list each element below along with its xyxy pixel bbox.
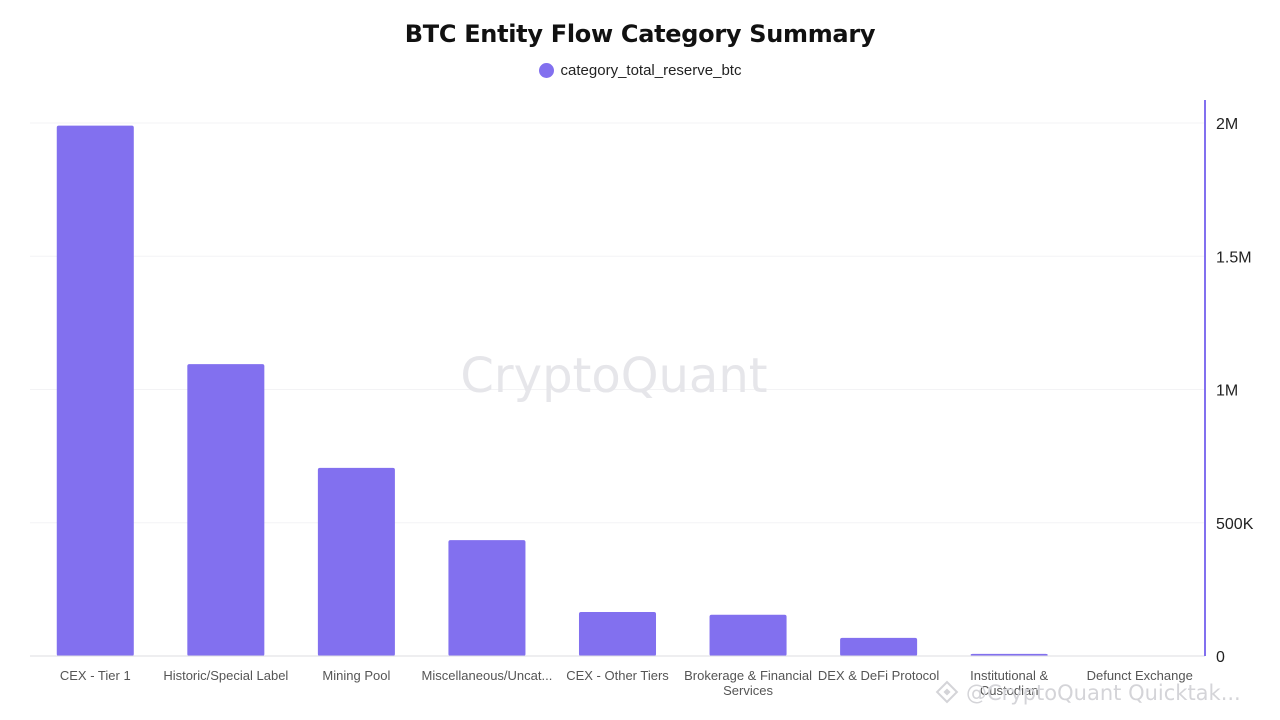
x-category-label: CEX - Other Tiers <box>566 668 669 683</box>
cryptoquant-diamond-icon <box>935 680 959 704</box>
bars <box>56 125 1048 657</box>
y-tick-label: 1.5M <box>1216 249 1252 266</box>
x-category-label: Institutional & Custodian <box>970 668 1048 698</box>
bar-1 <box>187 364 265 656</box>
bar-5 <box>709 614 787 656</box>
legend-marker <box>538 63 554 78</box>
y-tick-label: 0 <box>1216 649 1225 666</box>
x-category-label: Brokerage & Financial Services <box>684 668 812 698</box>
y-tick-label: 500K <box>1216 516 1254 533</box>
watermark-credit-text: @CryptoQuant Quicktak... <box>966 681 1241 705</box>
bar-2 <box>317 467 395 656</box>
legend-label: category_total_reserve_btc <box>560 62 742 79</box>
x-category-label: Mining Pool <box>322 668 390 683</box>
y-axis-ticks: 0 500K 1M 1.5M 2M <box>1216 116 1254 666</box>
bar-0 <box>56 125 134 657</box>
bar-7 <box>970 653 1048 656</box>
watermark-credit: @CryptoQuant Quicktak... <box>935 680 1241 705</box>
bar-3 <box>448 540 526 656</box>
x-category-label: Miscellaneous/Uncat... <box>422 668 553 683</box>
x-category-label: Historic/Special Label <box>163 668 288 683</box>
y-tick-label: 1M <box>1216 383 1238 400</box>
bar-4 <box>578 612 657 656</box>
x-axis-categories: CEX - Tier 1 Historic/Special Label Mining… <box>60 668 1193 698</box>
x-category-label: Defunct Exchange <box>1087 668 1193 683</box>
x-category-label: DEX & DeFi Protocol <box>818 668 939 683</box>
legend[interactable]: category_total_reserve_btc <box>0 62 1280 79</box>
y-tick-label: 2M <box>1216 116 1238 133</box>
chart-title: BTC Entity Flow Category Summary <box>404 20 876 48</box>
watermark-logo-text: CryptoQuant <box>460 348 767 404</box>
bar-6 <box>840 637 918 656</box>
x-category-label: CEX - Tier 1 <box>60 668 131 683</box>
